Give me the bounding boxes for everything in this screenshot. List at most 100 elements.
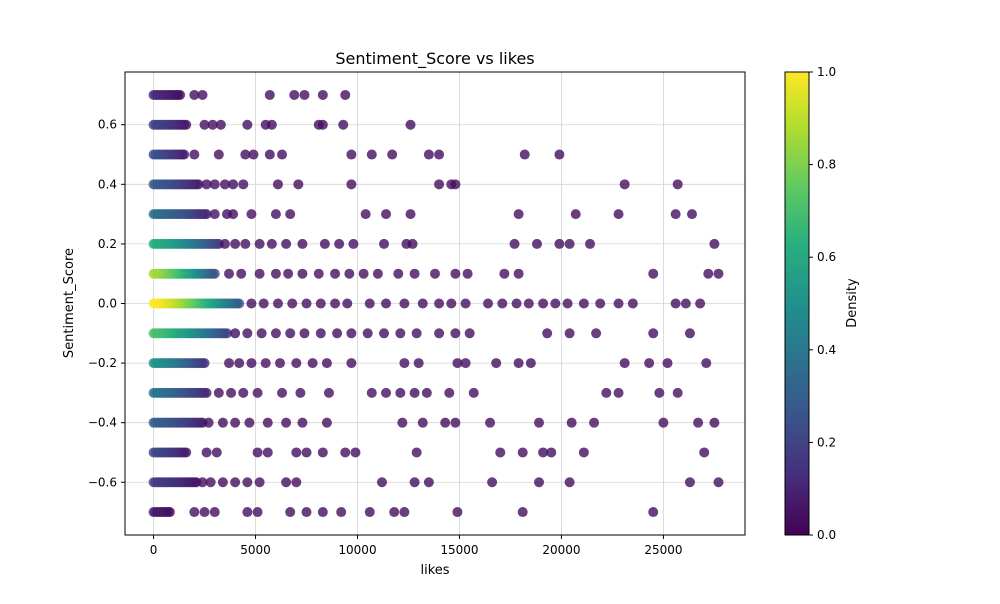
- data-point: [244, 417, 255, 428]
- data-point: [395, 328, 406, 339]
- data-point: [291, 477, 302, 488]
- data-point: [434, 298, 445, 309]
- data-point: [262, 447, 273, 458]
- data-point: [399, 358, 410, 369]
- data-point: [246, 358, 257, 369]
- data-point: [197, 89, 208, 100]
- data-point: [399, 298, 410, 309]
- data-point: [509, 238, 520, 249]
- data-point: [699, 447, 710, 458]
- x-tick-label: 5000: [240, 543, 271, 557]
- data-point: [417, 298, 428, 309]
- data-point: [434, 179, 445, 190]
- data-point: [330, 298, 341, 309]
- data-point: [397, 417, 408, 428]
- data-point: [319, 238, 330, 249]
- data-point: [275, 358, 285, 369]
- data-point: [554, 238, 565, 249]
- data-point: [336, 507, 347, 518]
- data-point: [342, 298, 353, 309]
- data-point: [366, 387, 377, 398]
- data-point: [148, 119, 159, 130]
- y-tick-label: 0.6: [98, 118, 117, 132]
- data-point: [299, 89, 310, 100]
- data-point: [209, 507, 220, 518]
- data-point: [550, 298, 561, 309]
- data-point: [538, 298, 549, 309]
- data-point: [334, 238, 345, 249]
- data-point: [513, 358, 524, 369]
- data-point: [393, 268, 404, 279]
- data-point: [189, 89, 200, 100]
- data-point: [219, 238, 230, 249]
- data-point: [348, 238, 359, 249]
- data-point: [148, 477, 159, 488]
- data-point: [289, 89, 300, 100]
- data-point: [452, 507, 463, 518]
- data-point: [648, 507, 659, 518]
- data-point: [381, 209, 392, 220]
- data-point: [619, 358, 630, 369]
- data-point: [203, 417, 214, 428]
- data-point: [491, 358, 502, 369]
- colorbar-ticks: 0.0 0.2 0.4 0.6 0.8 1.0: [809, 65, 836, 542]
- data-point: [254, 238, 265, 249]
- data-point: [358, 268, 369, 279]
- data-point: [299, 328, 310, 339]
- data-point: [230, 328, 241, 339]
- data-point: [531, 238, 542, 249]
- data-point: [285, 507, 296, 518]
- data-point: [379, 238, 390, 249]
- data-point: [346, 328, 357, 339]
- data-point: [242, 328, 253, 339]
- data-point: [201, 447, 212, 458]
- data-point: [332, 328, 343, 339]
- colorbar-tick-label: 0.8: [817, 158, 836, 172]
- data-point: [434, 149, 445, 160]
- y-tick-label: 0.2: [98, 237, 117, 251]
- data-point: [219, 179, 230, 190]
- data-point: [570, 209, 581, 220]
- y-tick-label: 0.4: [98, 177, 117, 191]
- data-point: [291, 358, 302, 369]
- data-point: [211, 447, 222, 458]
- data-point: [148, 358, 159, 369]
- data-point: [248, 149, 259, 160]
- data-point: [246, 298, 257, 309]
- data-point: [313, 268, 324, 279]
- data-point: [291, 447, 302, 458]
- y-tick-label: 0.0: [98, 297, 117, 311]
- data-point: [360, 209, 371, 220]
- data-point: [148, 238, 159, 249]
- colorbar-tick-label: 0.6: [817, 250, 836, 264]
- data-point: [648, 268, 659, 279]
- data-point: [389, 507, 400, 518]
- data-point: [399, 507, 410, 518]
- colorbar-tick-label: 0.4: [817, 343, 836, 357]
- y-tick-label: −0.6: [88, 475, 117, 489]
- data-point: [266, 119, 277, 130]
- data-point: [662, 358, 673, 369]
- data-point: [148, 507, 159, 518]
- data-point: [395, 387, 406, 398]
- data-point: [272, 298, 283, 309]
- data-point: [452, 358, 463, 369]
- data-point: [346, 179, 357, 190]
- data-point: [680, 298, 691, 309]
- data-point: [297, 417, 308, 428]
- data-point: [434, 328, 445, 339]
- data-point: [301, 447, 312, 458]
- data-point: [497, 298, 508, 309]
- data-point: [686, 209, 697, 220]
- data-point: [281, 417, 292, 428]
- data-point: [564, 328, 575, 339]
- data-point: [266, 238, 277, 249]
- data-point: [499, 268, 510, 279]
- data-point: [148, 417, 159, 428]
- data-point: [483, 298, 494, 309]
- data-point: [230, 238, 241, 249]
- data-point: [209, 209, 220, 220]
- data-point: [713, 268, 724, 279]
- data-point: [238, 387, 249, 398]
